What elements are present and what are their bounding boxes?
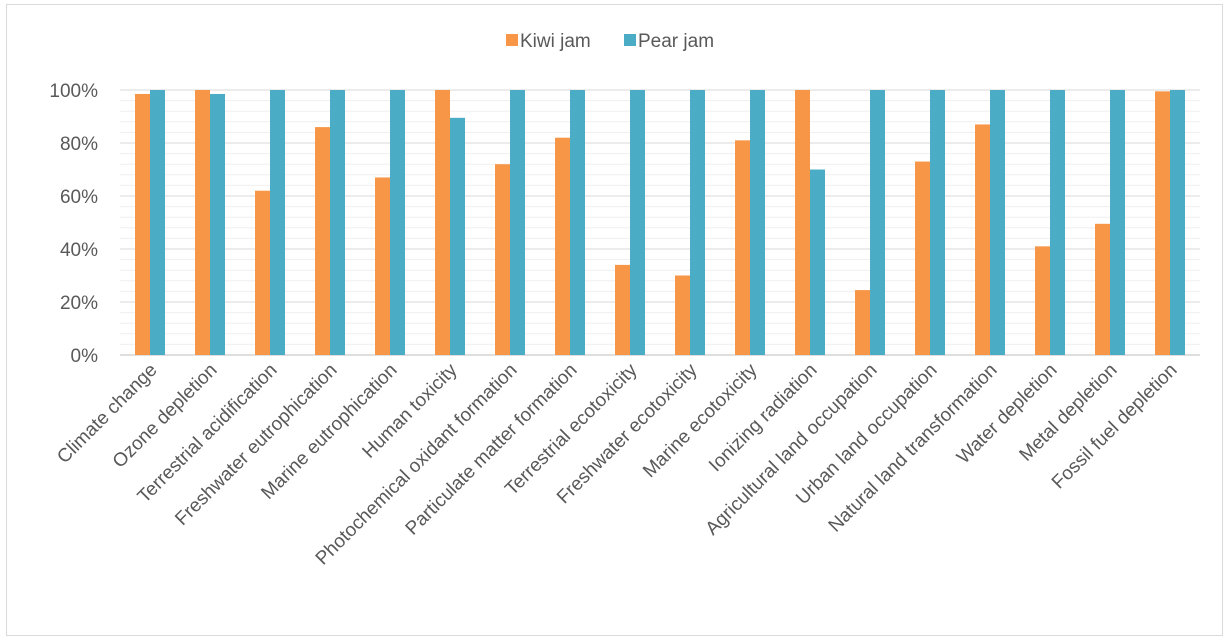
bar-pear-jam xyxy=(870,90,885,355)
bar-pear-jam xyxy=(1050,90,1065,355)
bar-pear-jam xyxy=(630,90,645,355)
bar-kiwi-jam xyxy=(975,124,990,355)
bar-kiwi-jam xyxy=(255,190,270,355)
bar-pear-jam xyxy=(270,90,285,355)
legend-swatch-kiwi-jam xyxy=(506,34,518,46)
bar-pear-jam xyxy=(150,90,165,355)
y-tick-label: 0% xyxy=(71,346,99,367)
bar-pear-jam xyxy=(990,90,1005,355)
legend-swatch-pear-jam xyxy=(624,34,636,46)
bar-kiwi-jam xyxy=(795,90,810,355)
bar-pear-jam xyxy=(750,90,765,355)
bar-kiwi-jam xyxy=(135,93,150,355)
bar-kiwi-jam xyxy=(495,164,510,355)
bar-kiwi-jam xyxy=(435,90,450,355)
bar-kiwi-jam xyxy=(735,140,750,355)
bar-kiwi-jam xyxy=(915,161,930,355)
y-tick-label: 40% xyxy=(60,240,98,261)
bar-kiwi-jam xyxy=(375,177,390,355)
bars xyxy=(135,90,1185,355)
bar-pear-jam xyxy=(1110,90,1125,355)
x-category-label: Marine ecotoxicity xyxy=(639,359,762,482)
y-tick-label: 20% xyxy=(60,293,98,314)
bar-pear-jam xyxy=(390,90,405,355)
bar-kiwi-jam xyxy=(315,127,330,355)
bar-pear-jam xyxy=(510,90,525,355)
legend-label-pear-jam: Pear jam xyxy=(638,31,714,52)
legend-label-kiwi-jam: Kiwi jam xyxy=(520,31,591,52)
x-category-label: Climate change xyxy=(53,360,161,468)
bar-kiwi-jam xyxy=(1095,223,1110,355)
bar-kiwi-jam xyxy=(1155,91,1170,355)
bar-pear-jam xyxy=(330,90,345,355)
bar-pear-jam xyxy=(690,90,705,355)
grid-lines xyxy=(120,89,1200,345)
x-category-label: Ionizing radiation xyxy=(705,360,821,476)
y-tick-label: 100% xyxy=(49,81,98,102)
x-category-label: Ozone depletion xyxy=(109,360,222,473)
bar-kiwi-jam xyxy=(615,264,630,355)
y-tick-labels: 0% 20% 40% 60% 80% 100% xyxy=(49,81,98,367)
bar-kiwi-jam xyxy=(855,290,870,355)
legend: Kiwi jam Pear jam xyxy=(506,31,714,52)
bar-pear-jam xyxy=(210,93,225,355)
bar-kiwi-jam xyxy=(555,137,570,355)
bar-kiwi-jam xyxy=(1035,246,1050,355)
y-tick-label: 60% xyxy=(60,187,98,208)
bar-pear-jam xyxy=(1170,90,1185,355)
bar-pear-jam xyxy=(450,117,465,355)
y-tick-label: 80% xyxy=(60,134,98,155)
bar-kiwi-jam xyxy=(195,90,210,355)
bar-pear-jam xyxy=(930,90,945,355)
bar-pear-jam xyxy=(570,90,585,355)
bar-kiwi-jam xyxy=(675,275,690,355)
bar-pear-jam xyxy=(810,169,825,355)
